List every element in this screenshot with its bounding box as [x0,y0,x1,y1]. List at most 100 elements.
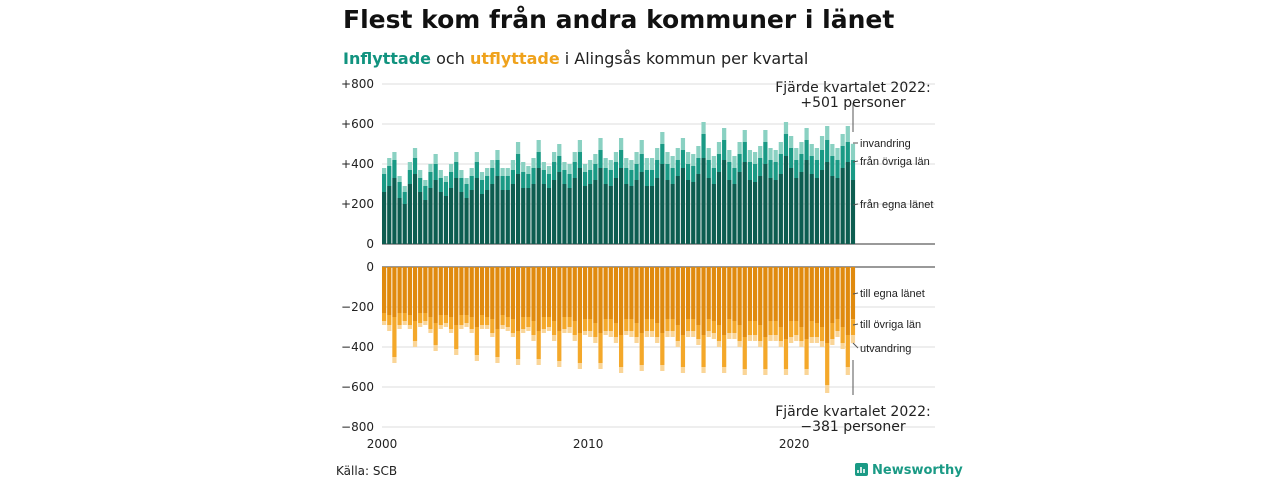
bar-out-ovriga_lan [448,317,454,329]
chart-title: Flest kom från andra kommuner i länet [343,5,894,34]
bar-out-egna_lanet [531,267,536,321]
bar-in-ovriga_lan [727,162,732,180]
bar-out-utvandring [382,321,387,325]
bar-out-ovriga_lan [619,335,624,367]
bar-out-utvandring [531,335,536,341]
bar-in-ovriga_lan [531,168,536,184]
bar-in-invandring [845,126,850,142]
bar-out-utvandring [685,331,691,337]
bar-out-ovriga_lan [438,315,443,325]
bar-out-egna_lanet [546,267,552,317]
bar-in-ovriga_lan [809,156,814,174]
bars [382,122,856,393]
bar-out-egna_lanet [814,267,820,323]
bar-in-invandring [541,162,546,170]
bar-out-ovriga_lan [706,319,711,331]
bar-out-utvandring [577,363,583,369]
bar-in-ovriga_lan [495,160,500,176]
bar-in-egna_lanet [479,194,485,244]
bar-out-ovriga_lan [593,323,598,337]
bar-in-ovriga_lan [500,176,505,190]
bar-out-ovriga_lan [814,323,820,337]
bar-in-invandring [773,150,778,162]
bar-out-egna_lanet [495,267,500,329]
annotation-top-line1: Fjärde kvartalet 2022: [775,80,931,96]
bar-in-invandring [448,164,454,172]
bar-in-egna_lanet [562,184,567,244]
bar-in-egna_lanet [634,180,639,244]
bar-in-egna_lanet [789,168,794,244]
bar-out-egna_lanet [552,267,557,321]
bar-out-ovriga_lan [685,319,691,331]
bar-in-egna_lanet [814,178,820,244]
bar-out-utvandring [716,341,722,347]
y-tick-label-bottom: −400 [341,340,374,354]
y-tick-label-top: +600 [341,117,374,131]
bar-in-invandring [510,160,516,170]
bar-out-utvandring [742,369,747,375]
bar-out-ovriga_lan [536,331,541,359]
bar-out-egna_lanet [593,267,598,323]
bar-in-invandring [552,152,557,162]
bar-in-invandring [613,152,619,162]
bar-in-egna_lanet [773,180,778,244]
bar-out-egna_lanet [490,267,495,319]
bar-in-egna_lanet [752,182,758,244]
bar-in-ovriga_lan [557,156,562,172]
bar-in-ovriga_lan [696,158,701,174]
bar-in-invandring [737,142,742,154]
bar-out-egna_lanet [515,267,521,331]
bar-out-egna_lanet [485,267,490,317]
bar-out-utvandring [526,327,531,331]
bar-in-egna_lanet [526,188,531,244]
bar-in-egna_lanet [557,172,562,244]
newsworthy-brand: Newsworthy [872,463,963,478]
bar-in-egna_lanet [696,174,701,244]
newsworthy-logo[interactable]: Newsworthy [855,463,963,478]
bar-in-egna_lanet [819,170,825,244]
segment-label-leader [852,203,859,206]
bar-out-utvandring [737,341,742,347]
bar-in-ovriga_lan [840,146,845,168]
bar-out-ovriga_lan [722,335,727,367]
bar-out-utvandring [598,363,603,369]
bar-out-egna_lanet [382,267,387,313]
bar-out-ovriga_lan [680,335,686,367]
bar-out-ovriga_lan [691,319,696,331]
bar-in-ovriga_lan [448,172,454,188]
bar-in-ovriga_lan [423,186,428,200]
bar-out-utvandring [825,385,830,393]
bar-out-ovriga_lan [752,321,758,335]
bar-in-invandring [727,150,732,162]
bar-out-utvandring [552,335,557,341]
bar-out-ovriga_lan [783,339,789,369]
bar-in-ovriga_lan [536,152,541,168]
bar-in-egna_lanet [778,174,783,244]
bar-in-invandring [696,146,701,158]
bar-in-ovriga_lan [742,142,747,162]
bar-out-egna_lanet [789,267,794,321]
bar-in-egna_lanet [531,184,536,244]
bar-out-ovriga_lan [552,321,557,335]
bar-out-utvandring [505,327,510,331]
bar-in-ovriga_lan [716,154,722,172]
bar-in-egna_lanet [665,180,670,244]
bar-out-utvandring [639,365,644,371]
bar-out-egna_lanet [639,267,644,333]
bar-out-egna_lanet [557,267,562,331]
bar-in-egna_lanet [649,186,655,244]
bar-in-ovriga_lan [510,170,516,184]
bar-in-ovriga_lan [773,162,778,180]
bar-in-ovriga_lan [412,158,418,174]
segment-label-leader [852,292,859,295]
bar-out-utvandring [768,335,773,341]
annotation-bottom-line1: Fjärde kvartalet 2022: [775,404,931,420]
bar-out-utvandring [649,331,655,337]
bar-in-egna_lanet [469,190,474,244]
bar-out-egna_lanet [830,267,835,323]
bar-in-egna_lanet [443,196,449,244]
bar-out-ovriga_lan [412,321,418,341]
source-text: Källa: SCB [336,464,397,478]
bar-in-invandring [526,166,531,174]
